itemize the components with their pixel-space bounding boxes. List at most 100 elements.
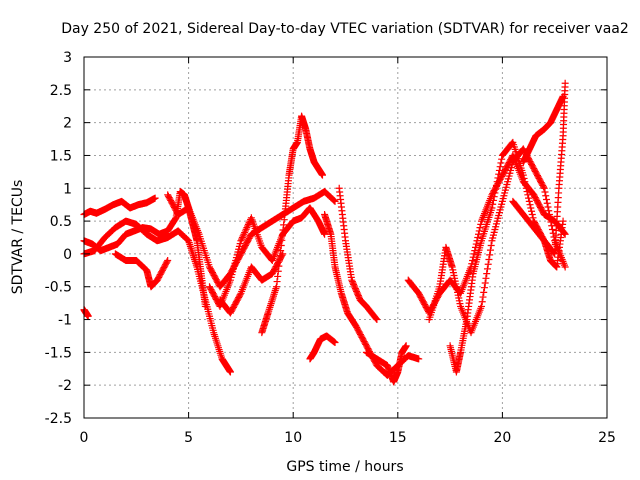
data-point xyxy=(151,194,159,202)
data-point xyxy=(508,139,516,147)
x-tick-label: 15 xyxy=(389,430,407,446)
data-point xyxy=(540,184,548,192)
data-point xyxy=(493,178,501,186)
data-point xyxy=(528,211,536,219)
data-point xyxy=(476,224,484,232)
data-point xyxy=(543,199,551,207)
y-axis-title: SDTVAR / TECUs xyxy=(10,180,26,295)
data-point xyxy=(496,163,504,171)
data-point xyxy=(520,174,528,182)
y-tick-label: 2 xyxy=(63,116,72,132)
data-point xyxy=(494,174,502,182)
series-track-12 xyxy=(335,184,381,324)
data-point xyxy=(495,170,503,178)
series-track-13 xyxy=(362,342,410,386)
data-point xyxy=(528,207,536,215)
data-point xyxy=(522,184,530,192)
data-point xyxy=(490,193,498,201)
x-tick-label: 25 xyxy=(598,430,616,446)
data-point xyxy=(521,178,529,186)
data-point xyxy=(237,237,245,245)
data-point xyxy=(488,204,496,212)
data-point xyxy=(470,250,478,258)
data-point xyxy=(483,265,491,273)
x-axis-title: GPS time / hours xyxy=(286,459,403,475)
data-point xyxy=(483,270,491,278)
data-point xyxy=(486,251,494,259)
data-point xyxy=(482,274,490,282)
data-point xyxy=(402,342,410,350)
grid xyxy=(84,57,607,418)
data-point xyxy=(498,155,506,163)
data-point xyxy=(519,171,527,179)
data-point xyxy=(479,293,487,301)
x-axis: 0 5 10 15 20 25 xyxy=(80,57,616,446)
data-point xyxy=(524,191,532,199)
y-tick-label: 1 xyxy=(63,181,72,197)
data-point xyxy=(550,249,558,257)
data-point xyxy=(243,224,251,232)
data-point xyxy=(561,263,569,271)
data-point xyxy=(492,181,500,189)
data-point xyxy=(238,234,246,241)
data-point xyxy=(548,226,556,234)
data-point xyxy=(522,181,530,189)
data-point xyxy=(542,196,550,204)
data-point xyxy=(541,188,549,196)
data-point xyxy=(527,204,535,212)
data-point xyxy=(487,241,495,249)
data-point xyxy=(547,218,555,226)
data-point xyxy=(525,197,533,205)
data-point xyxy=(495,166,503,174)
data-point xyxy=(477,220,485,228)
data-point xyxy=(474,234,482,241)
data-point xyxy=(526,201,534,209)
data-point xyxy=(242,225,250,233)
x-tick-label: 5 xyxy=(184,430,193,446)
data-point xyxy=(84,312,92,320)
data-point xyxy=(278,251,286,259)
data-point xyxy=(373,316,381,324)
series-track-17 xyxy=(509,79,569,258)
y-tick-label: -1.5 xyxy=(45,345,72,361)
data-point xyxy=(372,315,380,323)
data-point xyxy=(559,217,567,225)
data-point xyxy=(544,203,552,211)
data-point xyxy=(525,194,533,202)
data-point xyxy=(321,230,329,238)
data-point xyxy=(226,368,234,376)
data-point xyxy=(485,256,493,264)
series-track-4 xyxy=(111,250,172,291)
y-tick-label: 0.5 xyxy=(50,214,72,230)
series-track-18 xyxy=(519,92,567,166)
x-tick-label: 10 xyxy=(284,430,302,446)
data-point xyxy=(529,214,537,222)
data-point xyxy=(472,240,480,248)
data-point xyxy=(331,197,339,205)
plot-frame xyxy=(83,56,608,419)
data-point xyxy=(545,207,553,215)
y-tick-label: -0.5 xyxy=(45,280,72,296)
data-point xyxy=(279,250,287,258)
series-track-1 xyxy=(80,194,159,219)
y-tick-label: 2.5 xyxy=(50,83,72,99)
data-point xyxy=(478,298,486,306)
y-tick-label: -2 xyxy=(58,378,72,394)
data-point xyxy=(523,188,531,196)
series-track-8 xyxy=(258,112,326,337)
data-point xyxy=(239,232,247,240)
data-point xyxy=(492,185,500,193)
series-track-6 xyxy=(164,188,339,291)
data-point xyxy=(236,291,244,299)
y-tick-label: -2.5 xyxy=(45,411,72,427)
y-tick-label: 0 xyxy=(63,247,72,263)
x-tick-label: 20 xyxy=(493,430,511,446)
data-point xyxy=(559,92,567,100)
data-point xyxy=(330,197,338,205)
data-point xyxy=(415,355,423,363)
data-point xyxy=(480,288,488,296)
y-tick-label: -1 xyxy=(58,313,72,329)
data-point xyxy=(238,235,246,243)
data-point xyxy=(561,79,569,87)
series-track-10 xyxy=(306,332,339,363)
